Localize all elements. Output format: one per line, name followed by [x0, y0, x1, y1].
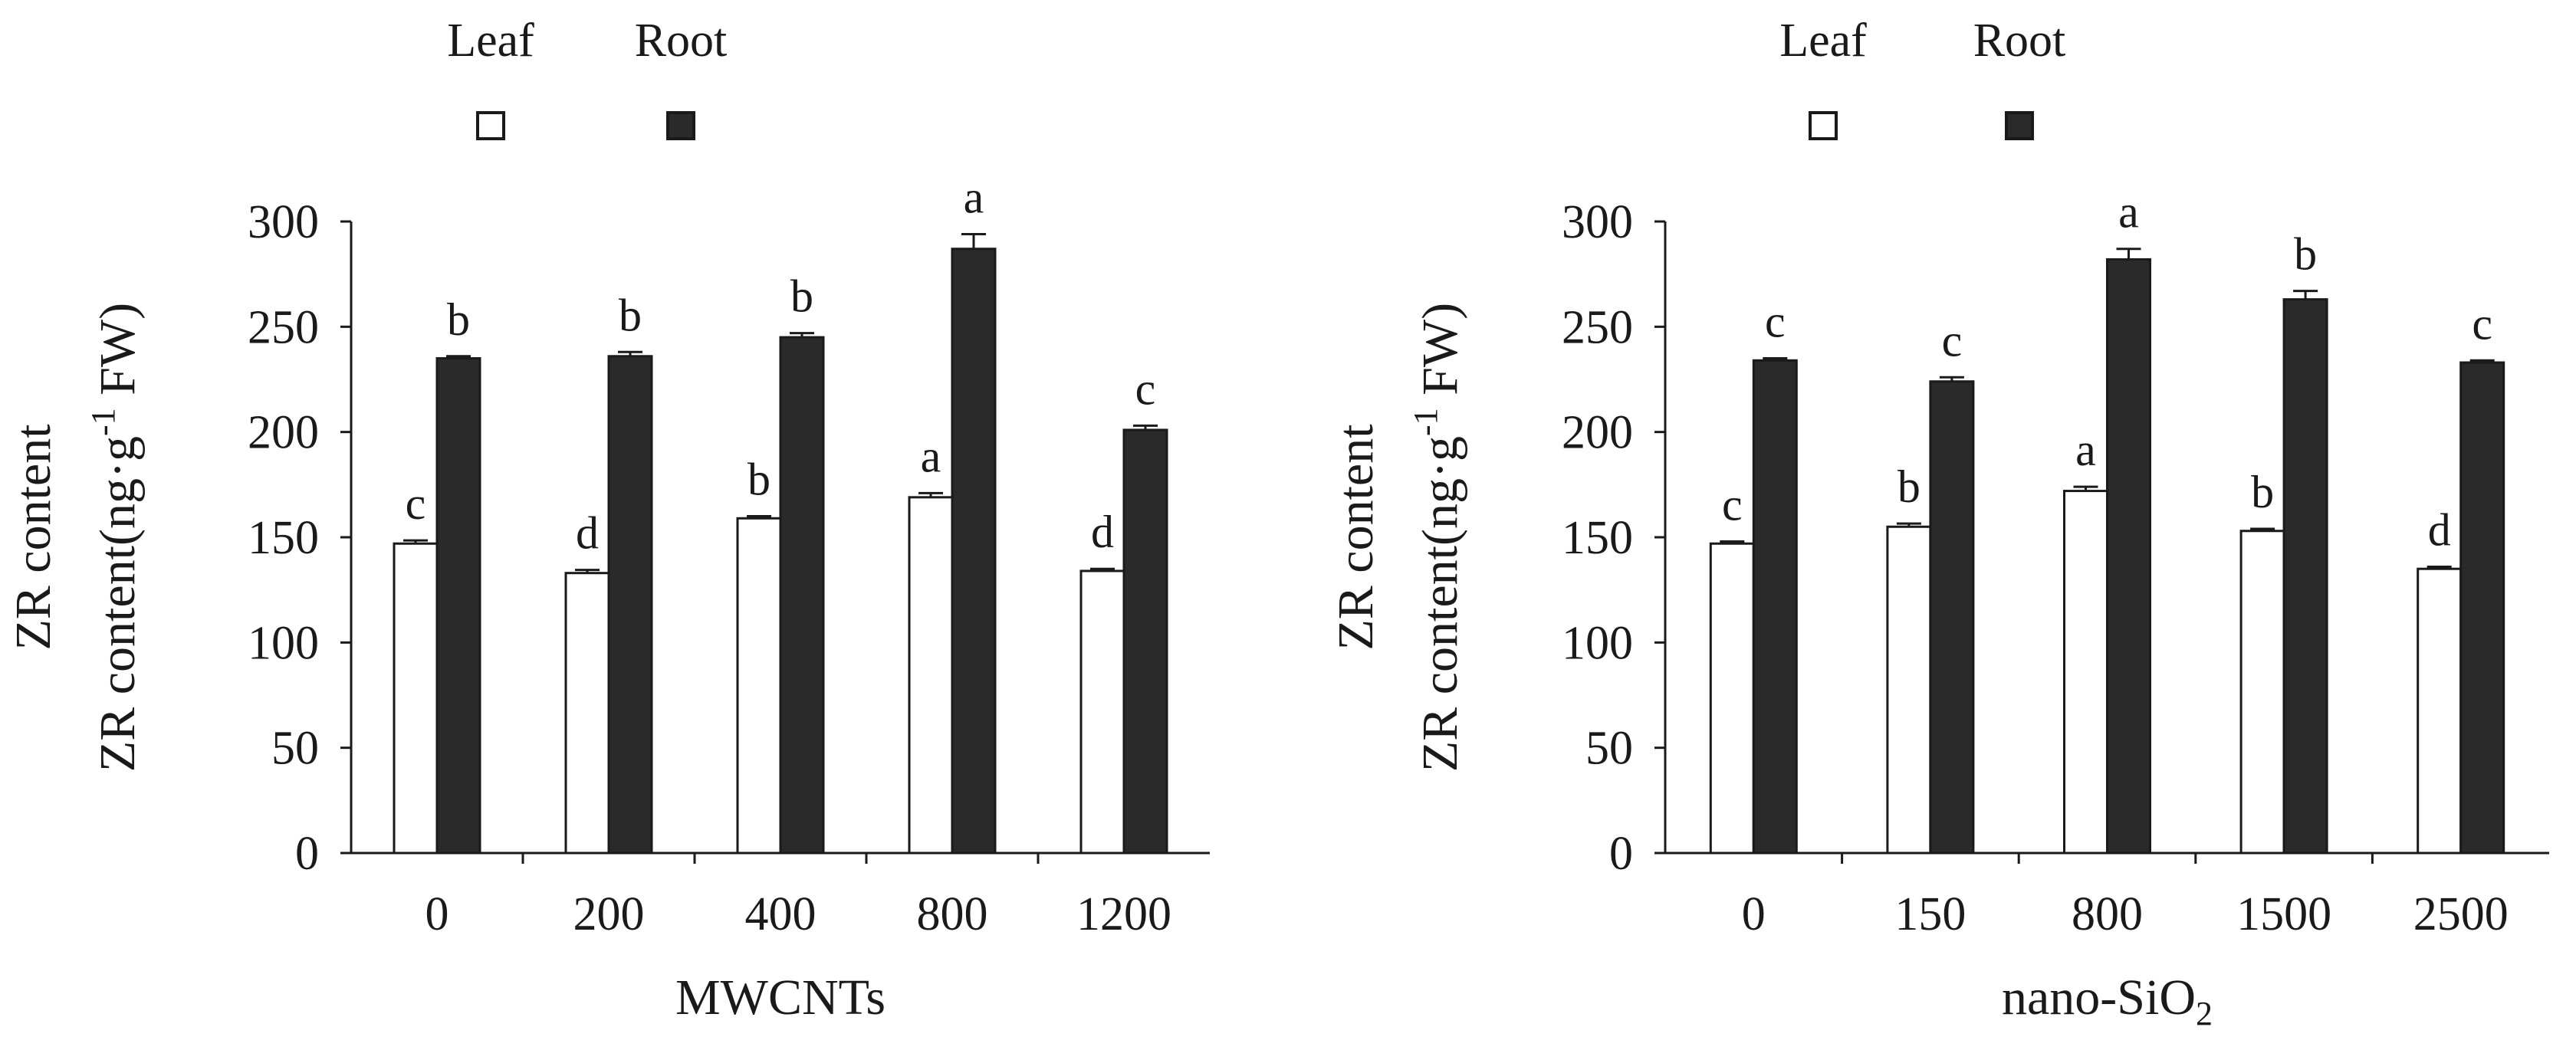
bar-root-800: [951, 248, 997, 855]
x-tick-label: 0: [1742, 888, 1766, 940]
y-tick-label: 150: [1562, 512, 1633, 564]
bar-root-150: [1929, 380, 1975, 855]
x-axis-title-text: nano-SiO: [2002, 970, 2196, 1025]
y-axis-title-line2: ZR content(ng·g-1 FW): [84, 303, 146, 772]
x-tick-label: 2500: [2413, 888, 2509, 940]
significance-letter: d: [1091, 507, 1114, 557]
significance-letter: c: [1765, 297, 1786, 347]
y-axis-title-superscript: -1: [84, 408, 122, 436]
bar-root-200: [607, 355, 653, 855]
bar-root-0: [435, 357, 481, 855]
x-tick-label: 150: [1894, 888, 1966, 940]
bar-root-2500: [2459, 361, 2505, 855]
y-tick-label: 200: [248, 407, 319, 459]
legend-swatch-root: [2005, 111, 2034, 140]
y-axis-title-text-end: FW): [90, 303, 146, 408]
y-tick-label: 100: [1562, 617, 1633, 669]
legend-label-leaf: Leaf: [1779, 15, 1867, 67]
y-axis-title-text-end: FW): [1412, 303, 1468, 408]
chart-panel-2: 0 50 100 150 200 250 300 c c 0 b c 150 a a 800 b b 1500 d c 2…: [1328, 15, 2549, 1032]
y-axis-title-line1: ZR content: [5, 424, 61, 650]
significance-letter: b: [2294, 229, 2317, 280]
significance-letter: b: [447, 294, 470, 345]
x-axis-title-subscript: 2: [2196, 995, 2213, 1032]
significance-letter: b: [619, 290, 642, 340]
significance-letter: b: [790, 271, 813, 322]
y-axis-title-text: ZR content(ng·g: [90, 436, 146, 772]
y-tick-label: 200: [1562, 407, 1633, 459]
bar-leaf-800: [908, 496, 954, 855]
legend-swatch-root: [666, 111, 695, 140]
bar-leaf-2500: [2417, 567, 2463, 855]
bar-root-400: [779, 336, 825, 855]
bar-leaf-0: [1709, 542, 1755, 855]
x-tick-label: 1500: [2236, 888, 2331, 940]
significance-letter: b: [1898, 461, 1921, 512]
significance-letter: c: [1722, 479, 1743, 530]
y-tick-label: 300: [248, 196, 319, 248]
bar-leaf-400: [736, 517, 782, 855]
chart-panel-1: 0 50 100 150 200 250 300 c b 0 d b 200 b b 400 a a 800 d c 12…: [5, 15, 1210, 1025]
y-tick-label: 250: [248, 301, 319, 353]
significance-letter: b: [2251, 467, 2274, 517]
y-axis-title-line2: ZR content(ng·g-1 FW): [1407, 303, 1468, 772]
legend-label-root: Root: [1973, 15, 2066, 67]
legend-label-leaf: Leaf: [447, 15, 534, 67]
y-tick-label: 0: [295, 828, 319, 880]
y-tick-label: 50: [1585, 723, 1633, 775]
y-tick-label: 150: [248, 512, 319, 564]
bar-leaf-1500: [2239, 530, 2285, 855]
x-axis-title: MWCNTs: [675, 970, 886, 1025]
x-tick-label: 800: [917, 888, 988, 940]
legend-swatch-leaf: [1809, 111, 1838, 140]
significance-letter: a: [921, 431, 941, 481]
bar-root-1500: [2282, 298, 2328, 855]
y-tick-label: 0: [1609, 828, 1633, 880]
significance-letter: d: [2428, 504, 2451, 555]
significance-letter: c: [1942, 315, 1963, 366]
significance-letter: c: [1135, 363, 1156, 414]
bar-leaf-1200: [1079, 569, 1125, 855]
x-tick-label: 800: [2072, 888, 2143, 940]
bar-leaf-0: [393, 542, 439, 855]
y-tick-label: 300: [1562, 196, 1633, 248]
bar-root-0: [1752, 359, 1798, 855]
y-axis-title-superscript: -1: [1407, 408, 1444, 436]
x-tick-label: 0: [426, 888, 449, 940]
significance-letter: c: [406, 478, 426, 529]
bar-leaf-150: [1886, 525, 1932, 855]
bar-root-1200: [1122, 428, 1168, 855]
x-tick-label: 1200: [1076, 888, 1171, 940]
x-tick-label: 200: [573, 888, 645, 940]
significance-letter: a: [2118, 187, 2139, 238]
significance-letter: d: [576, 508, 599, 559]
y-tick-label: 100: [248, 617, 319, 669]
legend-swatch-leaf: [476, 111, 505, 140]
y-axis-title-text: ZR content(ng·g: [1412, 436, 1468, 772]
significance-letter: b: [748, 454, 770, 505]
x-tick-label: 400: [745, 888, 816, 940]
y-tick-label: 250: [1562, 301, 1633, 353]
legend-label-root: Root: [635, 15, 728, 67]
bar-leaf-200: [564, 572, 610, 855]
x-axis-title: nano-SiO2: [2002, 970, 2213, 1032]
significance-letter: a: [2075, 425, 2096, 475]
y-axis-title-line1: ZR content: [1328, 424, 1384, 650]
significance-letter: c: [2472, 298, 2492, 349]
y-tick-label: 50: [271, 723, 319, 775]
bar-root-800: [2106, 258, 2151, 855]
significance-letter: a: [964, 172, 984, 222]
bar-leaf-800: [2063, 490, 2108, 855]
